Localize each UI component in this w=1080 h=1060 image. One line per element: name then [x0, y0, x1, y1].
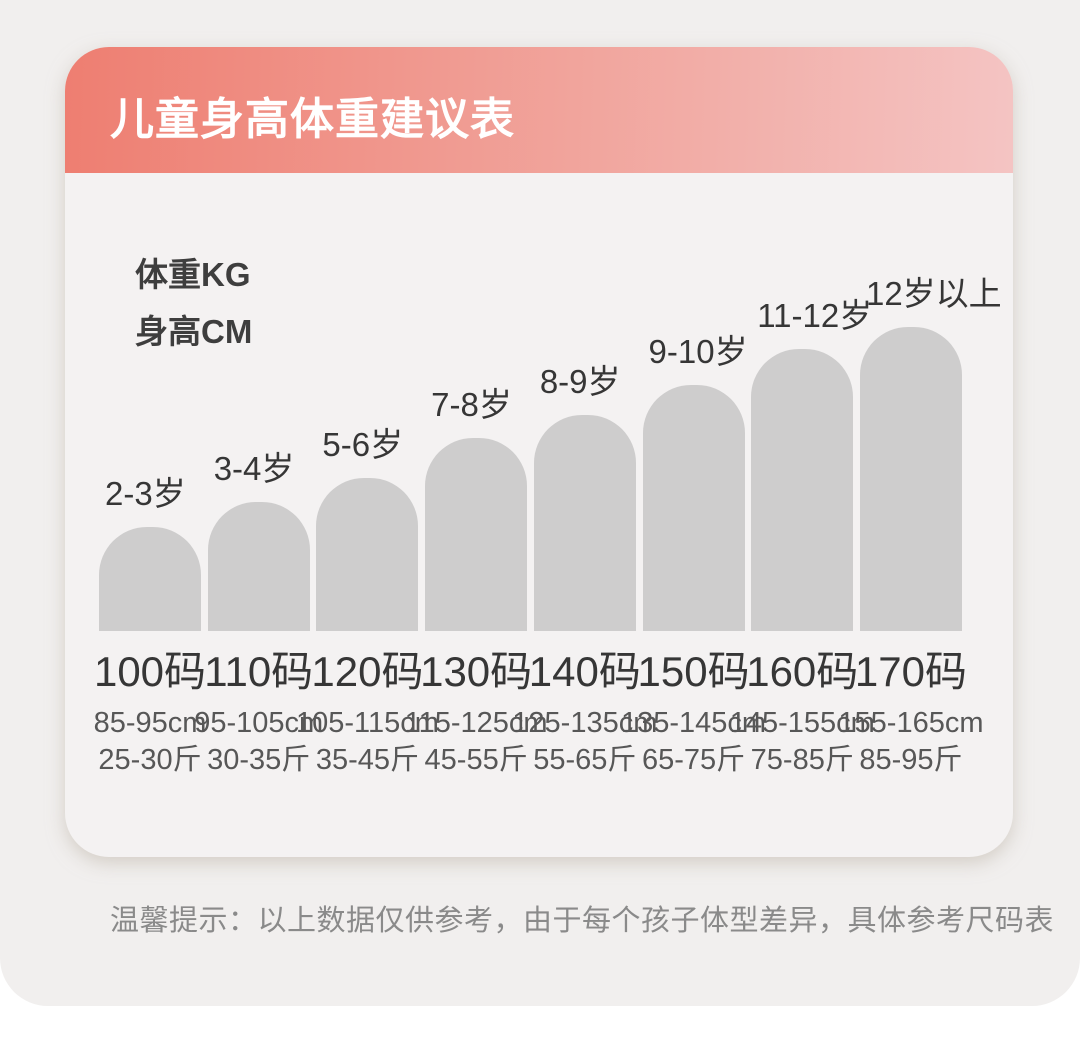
weight-unit-label: 体重KG [135, 256, 251, 293]
size-code-label: 160码 [746, 648, 859, 695]
height-range-label: 115-125cm [404, 707, 548, 739]
weight-range-label: 75-85斤 [750, 744, 854, 776]
height-range-label: 85-95cm [93, 707, 207, 739]
size-code-label: 170码 [854, 648, 968, 695]
age-range-label: 9-10岁 [648, 333, 748, 370]
note-text: 温馨提示：以上数据仅供参考，由于每个孩子体型差异，具体参考尺码表 [110, 905, 1055, 937]
age-range-label: 12岁以上 [865, 275, 1002, 312]
height-range-label: 105-115cm [295, 707, 439, 739]
weight-range-label: 85-95斤 [859, 744, 963, 776]
size-code-label: 100码 [93, 648, 207, 695]
size-code-label: 110码 [204, 648, 314, 695]
age-range-label: 7-8岁 [431, 386, 512, 423]
weight-range-label: 45-55斤 [424, 744, 528, 776]
size-chart-card: 儿童身高体重建议表 体重KG 身高CM 2-3岁 3-4岁 5-6岁 7-8岁 8-9岁… [65, 47, 1013, 857]
weight-range-label: 55-65斤 [533, 744, 637, 776]
age-range-label: 3-4岁 [213, 450, 295, 487]
age-range-label: 11-12岁 [757, 297, 873, 334]
height-range-label: 95-105cm [194, 707, 324, 739]
height-range-label: 145-155cm [729, 707, 875, 739]
size-bar-1 [99, 527, 201, 631]
age-range-label: 8-9岁 [539, 363, 621, 400]
size-bar-4 [425, 438, 528, 631]
size-bar-7 [751, 349, 854, 631]
weight-range-label: 65-75斤 [641, 744, 746, 776]
size-bar-3 [316, 478, 419, 631]
size-bar-6 [642, 385, 745, 631]
unit-labels: 体重KG 身高CM [135, 246, 252, 360]
background-panel: 儿童身高体重建议表 体重KG 身高CM 2-3岁 3-4岁 5-6岁 7-8岁 8-9岁… [0, 0, 1080, 1006]
bar-chart: 2-3岁 3-4岁 5-6岁 7-8岁 8-9岁 9-10岁 11-12岁 12岁以上 [65, 47, 1013, 631]
size-code-label: 130码 [420, 648, 533, 695]
size-bar-5 [533, 415, 636, 631]
height-range-label: 135-145cm [621, 707, 767, 739]
age-range-label: 5-6岁 [322, 426, 404, 463]
card-header: 儿童身高体重建议表 [65, 47, 1013, 173]
weight-range-label: 35-45斤 [315, 744, 419, 776]
size-code-label: 120码 [311, 648, 424, 695]
weight-range-label: 30-35斤 [207, 744, 311, 776]
size-bar-8 [859, 327, 962, 631]
size-code-label: 150码 [637, 648, 750, 695]
size-code-label: 140码 [528, 648, 641, 695]
page-title: 儿童身高体重建议表 [110, 95, 515, 144]
weight-range-label: 25-30斤 [98, 744, 202, 776]
height-unit-label: 身高CM [135, 313, 253, 350]
age-range-label: 2-3岁 [105, 475, 186, 512]
height-range-label: 155-165cm [838, 707, 984, 739]
height-range-label: 125-135cm [512, 707, 658, 739]
size-bar-2 [207, 502, 310, 631]
